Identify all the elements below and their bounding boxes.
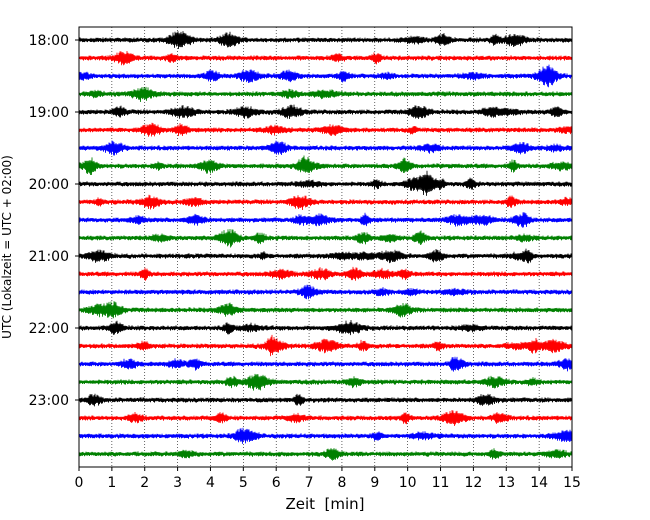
trace-7 [78,155,573,175]
trace-19 [78,373,573,391]
x-tick-label-15: 15 [563,475,581,491]
trace-5 [78,122,573,137]
trace-16 [78,320,573,336]
trace-13 [78,266,573,281]
trace-9 [78,194,573,210]
trace-3 [78,86,573,102]
trace-14 [78,284,573,300]
x-tick-label-0: 0 [75,475,84,491]
trace-23 [78,448,573,461]
x-tick-label-4: 4 [206,475,215,491]
trace-2 [78,64,573,88]
trace-6 [78,140,573,156]
x-tick-label-3: 3 [173,475,182,491]
x-tick-label-7: 7 [305,475,314,491]
x-tick-label-14: 14 [530,475,548,491]
trace-15 [78,301,573,319]
y-tick-label-3: 21:00 [29,249,69,265]
trace-18 [78,356,573,372]
x-tick-label-11: 11 [432,475,450,491]
x-tick-label-12: 12 [464,475,482,491]
trace-20 [78,393,573,407]
trace-8 [78,170,573,196]
x-tick-label-9: 9 [370,475,379,491]
y-axis-title: UTC (Lokalzeit = UTC + 02:00) [0,155,14,339]
trace-22 [78,427,573,444]
y-axis-ticks: 18:00 19:00 20:00 21:00 22:00 23:00 [29,33,79,409]
x-tick-label-13: 13 [497,475,515,491]
trace-10 [78,212,573,228]
x-tick-label-6: 6 [272,475,281,491]
trace-0 [78,31,573,49]
x-tick-label-1: 1 [107,475,116,491]
trace-1 [78,50,573,66]
trace-11 [78,229,573,248]
x-axis-ticks: 0 1 2 3 4 5 6 7 8 9 10 11 12 13 14 15 [75,467,581,491]
vertical-grid [111,27,540,467]
y-tick-label-1: 19:00 [29,105,69,121]
x-tick-label-2: 2 [140,475,149,491]
seismic-traces [78,31,573,461]
x-tick-label-10: 10 [399,475,417,491]
y-tick-label-2: 20:00 [29,177,69,193]
trace-12 [78,248,573,264]
trace-21 [78,410,573,426]
trace-4 [78,104,573,120]
plot-frame [78,26,573,468]
y-tick-label-5: 23:00 [29,393,69,409]
trace-17 [78,334,573,357]
x-axis-title: Zeit [min] [285,495,364,513]
y-tick-label-4: 22:00 [29,321,69,337]
x-tick-label-8: 8 [337,475,346,491]
y-tick-label-0: 18:00 [29,33,69,49]
x-tick-label-5: 5 [239,475,248,491]
